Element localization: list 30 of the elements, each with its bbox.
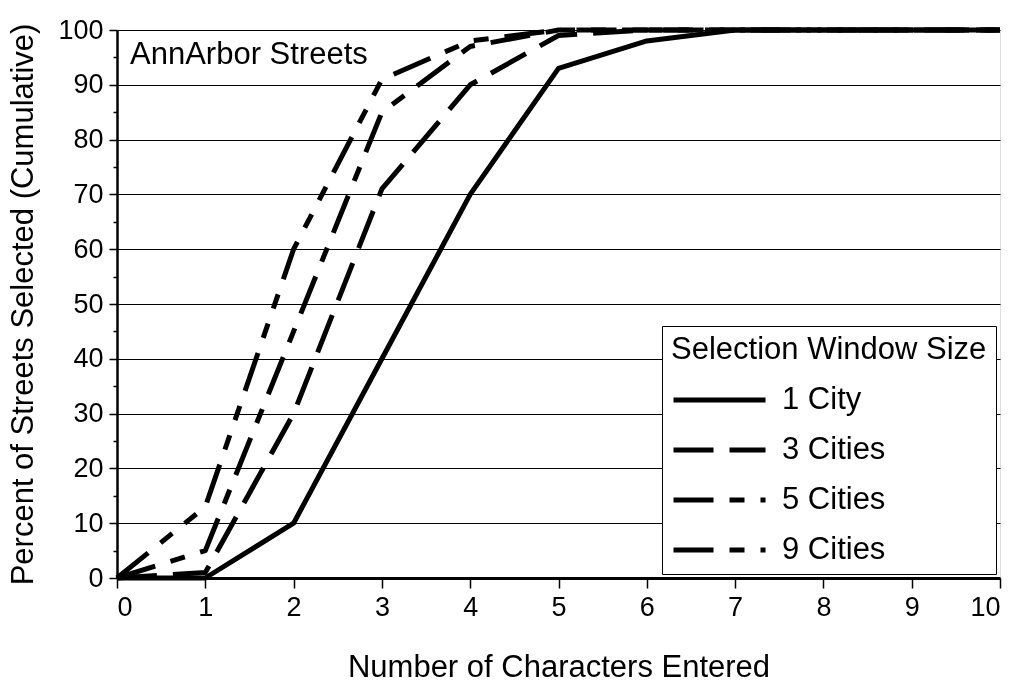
- legend-label: 1 City: [782, 381, 862, 416]
- x-axis-title: Number of Characters Entered: [347, 648, 771, 684]
- x-tick-label: 2: [286, 591, 302, 622]
- x-tick-label: 1: [198, 591, 214, 622]
- x-tick-label: 5: [551, 591, 567, 622]
- annotation: AnnArbor Streets: [130, 36, 368, 71]
- x-tick-label: 6: [639, 591, 655, 622]
- x-tick-label: 7: [728, 591, 744, 622]
- y-tick-label: 90: [73, 69, 104, 100]
- legend-label: 5 Cities: [782, 481, 886, 516]
- y-axis-title: Percent of Streets Selected (Cumulative): [5, 23, 41, 586]
- y-tick-label: 50: [73, 288, 104, 319]
- x-tick-label: 0: [117, 591, 133, 622]
- y-tick-label: 40: [73, 343, 104, 374]
- x-tick-label: 9: [904, 591, 920, 622]
- legend-title: Selection Window Size: [671, 331, 987, 366]
- y-tick-label: 60: [73, 233, 104, 264]
- x-tick-label: 10: [970, 591, 1001, 622]
- x-tick-label: 8: [816, 591, 832, 622]
- y-tick-label: 80: [73, 124, 104, 155]
- x-tick-label: 3: [374, 591, 390, 622]
- legend-label: 3 Cities: [782, 431, 886, 466]
- y-tick-label: 70: [73, 178, 104, 209]
- legend-label: 9 Cities: [782, 531, 886, 566]
- y-tick-label: 100: [58, 14, 104, 45]
- x-tick-label: 4: [463, 591, 479, 622]
- y-tick-label: 0: [88, 562, 104, 593]
- y-tick-label: 30: [73, 398, 104, 429]
- y-tick-label: 10: [73, 507, 104, 538]
- y-tick-label: 20: [73, 452, 104, 483]
